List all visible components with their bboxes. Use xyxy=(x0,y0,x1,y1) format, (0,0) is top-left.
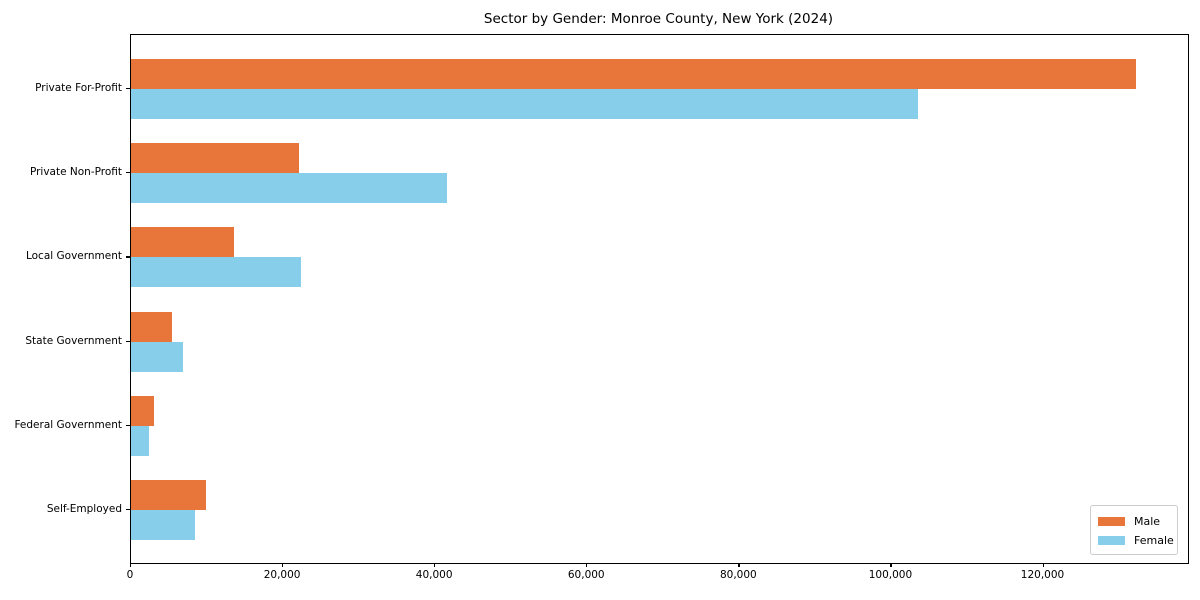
bar-male-self-employed xyxy=(131,480,207,510)
y-axis-label-private-for-profit: Private For-Profit xyxy=(35,82,122,94)
legend-label-female: Female xyxy=(1134,534,1174,547)
plot-area xyxy=(130,34,1189,564)
bar-female-local-government xyxy=(131,257,302,288)
x-tick-mark xyxy=(1042,563,1044,567)
bar-male-state-government xyxy=(131,311,173,342)
y-axis-label-federal-government: Federal Government xyxy=(14,418,122,431)
bar-female-federal-government xyxy=(131,425,150,456)
x-tick-label-40000: 40,000 xyxy=(415,569,453,581)
x-tick-label-60000: 60,000 xyxy=(567,569,605,581)
bar-male-private-non-profit xyxy=(131,143,300,174)
y-axis-label-self-employed: Self-Employed xyxy=(46,503,122,515)
chart-title: Sector by Gender: Monroe County, New Yor… xyxy=(483,11,834,27)
y-tick-mark xyxy=(126,256,130,258)
legend-swatch-male xyxy=(1098,517,1125,526)
y-tick-mark xyxy=(126,509,130,511)
x-tick-label-80000: 80,000 xyxy=(719,569,757,581)
legend-item-male: Male xyxy=(1098,512,1177,531)
x-tick-mark xyxy=(434,563,436,567)
y-tick-mark xyxy=(126,424,130,426)
x-tick-mark xyxy=(130,563,132,567)
bar-female-self-employed xyxy=(131,510,195,540)
legend-swatch-female xyxy=(1098,536,1125,545)
legend-label-male: Male xyxy=(1134,515,1161,528)
x-tick-mark xyxy=(586,563,588,567)
y-axis-label-local-government: Local Government xyxy=(25,250,122,263)
y-tick-mark xyxy=(126,340,130,342)
x-tick-mark xyxy=(282,563,284,567)
x-tick-mark xyxy=(890,563,892,567)
bar-male-private-for-profit xyxy=(131,59,1137,89)
y-axis-label-state-government: State Government xyxy=(25,334,122,347)
bar-male-federal-government xyxy=(131,395,154,426)
y-tick-mark xyxy=(126,172,130,174)
x-tick-label-100000: 100,000 xyxy=(868,569,913,581)
y-tick-mark xyxy=(126,88,130,90)
bar-female-private-non-profit xyxy=(131,173,448,204)
bar-male-local-government xyxy=(131,227,235,258)
bar-female-private-for-profit xyxy=(131,89,919,119)
legend-item-female: Female xyxy=(1098,531,1177,550)
y-axis-label-private-non-profit: Private Non-Profit xyxy=(29,166,122,179)
x-tick-mark xyxy=(738,563,740,567)
legend: Male Female xyxy=(1090,505,1178,555)
x-tick-label-0: 0 xyxy=(126,569,134,581)
bar-female-state-government xyxy=(131,341,184,372)
x-tick-label-20000: 20,000 xyxy=(263,569,301,581)
x-tick-label-120000: 120,000 xyxy=(1020,569,1065,581)
